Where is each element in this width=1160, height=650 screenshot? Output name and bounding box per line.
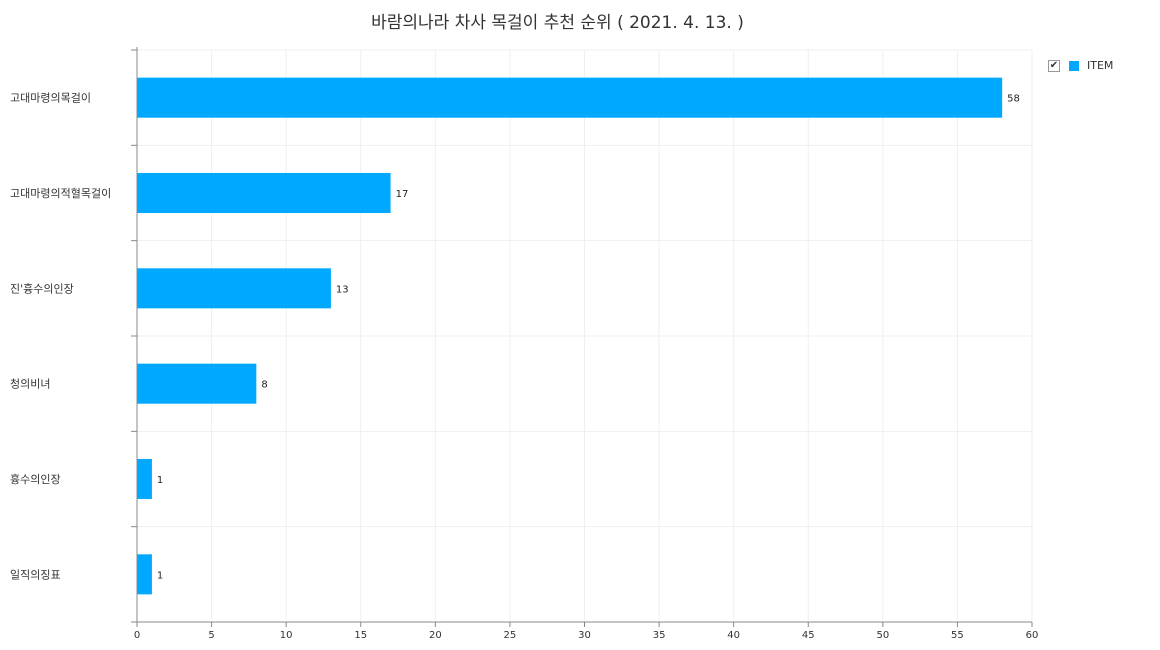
category-label: 고대마령의목걸이 <box>10 92 91 105</box>
legend-swatch <box>1069 60 1079 71</box>
axes <box>131 47 1033 627</box>
category-label: 고대마령의적혈목걸이 <box>10 186 111 200</box>
category-label: 진'흉수의인장 <box>10 281 74 295</box>
x-tick-label: 25 <box>504 630 517 641</box>
x-tick-label: 45 <box>802 630 815 641</box>
category-label: 청의비녀 <box>10 378 50 391</box>
grid-lines <box>137 49 1033 622</box>
data-label: 13 <box>336 284 349 295</box>
labels: 58 고대마령의목걸이 17 고대마령의적혈목걸이 13 진'흉수의인장 8 청의비녀 1 흉수의… <box>10 92 1038 641</box>
data-label: 17 <box>396 189 409 200</box>
x-tick-label: 40 <box>727 630 740 641</box>
data-label: 1 <box>157 570 163 581</box>
bar <box>137 458 152 500</box>
x-tick-label: 20 <box>429 630 442 641</box>
x-tick-label: 55 <box>951 630 964 641</box>
bar <box>137 172 391 214</box>
data-label: 1 <box>157 475 163 486</box>
x-tick-label: 15 <box>354 630 367 641</box>
x-tick-label: 0 <box>134 630 140 641</box>
category-label: 일직의징표 <box>10 567 61 581</box>
bar <box>137 363 257 404</box>
bar <box>137 554 152 595</box>
x-tick-label: 5 <box>208 630 214 641</box>
bars <box>137 77 1003 595</box>
data-label: 58 <box>1007 94 1020 105</box>
legend[interactable]: ✔ ITEM <box>1048 59 1113 72</box>
data-label: 8 <box>261 380 267 391</box>
x-tick-label: 10 <box>280 630 293 641</box>
bar <box>137 77 1003 118</box>
bar <box>137 268 331 309</box>
legend-checkbox-icon[interactable]: ✔ <box>1048 59 1060 72</box>
x-tick-label: 60 <box>1026 630 1039 641</box>
legend-label: ITEM <box>1087 59 1114 72</box>
x-tick-label: 35 <box>653 630 666 641</box>
category-label: 흉수의인장 <box>10 472 61 486</box>
x-tick-label: 50 <box>876 630 889 641</box>
chart-title: 바람의나라 차사 목걸이 추천 순위 ( 2021. 4. 13. ) <box>371 13 744 33</box>
x-tick-label: 30 <box>578 630 591 641</box>
